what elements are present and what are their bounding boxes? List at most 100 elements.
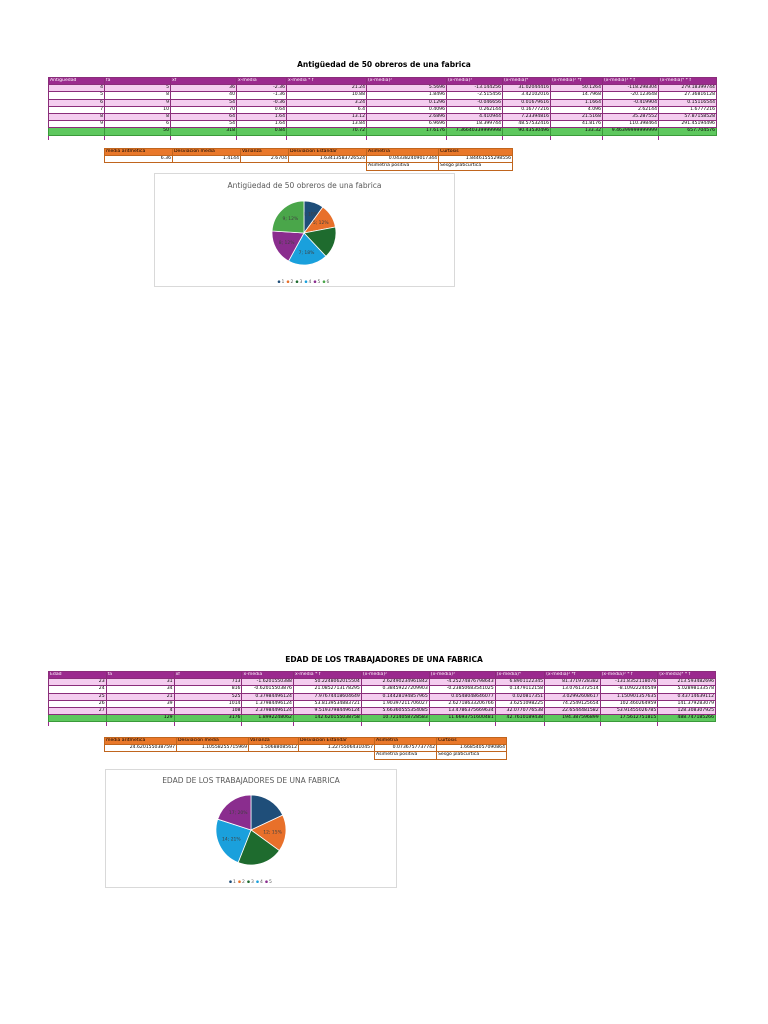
stat-value: 0.043382409017344 — [366, 155, 439, 164]
chart-title-2: EDAD DE LOS TRABAJADORES DE UNA FABRICA — [162, 776, 340, 785]
column-header: Edad — [48, 670, 107, 680]
table-cell: 0.4096 — [366, 105, 447, 115]
table-cell: 18.399744 — [446, 120, 503, 129]
legend-item: 3 — [295, 279, 303, 285]
table-cell: 102.460264959 — [599, 699, 659, 709]
table-row: 27 4 108 2.37984496124 9.51937984496124 5.663… — [48, 707, 716, 716]
total-cell: 142.620155038758 — [292, 714, 362, 723]
table-cell: 10 — [104, 105, 171, 115]
table-cell: 6 — [48, 98, 105, 107]
table-cell: 1.64 — [236, 120, 287, 129]
legend-item: 2 — [286, 279, 294, 285]
table-cell: 27.36816128 — [658, 91, 717, 100]
pie-svg-2: 12; 15% 14; 21% 17; 20% 1 2 3 4 5 — [215, 794, 287, 885]
pie-chart-2: EDAD DE LOS TRABAJADORES DE UNA FABRICA … — [105, 769, 397, 888]
data-table-2: Edad fa xf x-media x-media * f (x-media)² (x-m… — [48, 670, 716, 727]
table-cell: 141.379283079 — [657, 699, 716, 709]
pie-data-label: 7; 18% — [299, 250, 316, 256]
table-cell: 2.62718633206766 — [428, 699, 496, 709]
pie-data-label: 17; 20% — [229, 810, 248, 816]
stat-label: Varianza — [240, 147, 289, 157]
stat-value: 0.0736757737742 — [374, 744, 437, 753]
column-header: x-media * f — [292, 670, 362, 680]
total-cell: 50 — [104, 127, 171, 136]
table-cell: 53.8139534883721 — [292, 699, 362, 709]
legend-label: 3 — [251, 879, 254, 885]
stat-note: Sesgo platicurtica — [438, 162, 513, 171]
table-cell: 26 — [48, 699, 107, 709]
table-cell: 0.14428194857965 — [360, 692, 430, 701]
table-row: 26 39 1014 1.37984496124 53.8139534883721 1.9… — [48, 699, 716, 709]
stat-label: Curtosis — [436, 736, 507, 746]
table-cell: 5 — [48, 91, 105, 100]
column-header: (x-media)² — [360, 670, 430, 680]
table-cell: 1.6777216 — [658, 105, 717, 115]
column-header: (x-media)³ — [446, 76, 503, 86]
table-cell: 53.91455026785 — [599, 707, 659, 716]
legend-item: 3 — [247, 879, 254, 885]
column-header: x-media — [241, 670, 294, 680]
column-header: (x-media)⁴ — [494, 670, 546, 680]
legend-marker — [322, 280, 326, 283]
legend-item: 2 — [238, 879, 245, 885]
column-header: (x-media)³ * f — [599, 670, 659, 680]
table-cell: 213.593482696 — [657, 678, 716, 687]
table-cell: 6.8901122345 — [494, 678, 546, 687]
pie-slice — [217, 794, 252, 831]
table-cell: 14.7968 — [550, 91, 603, 100]
table-cell: 57.87158528 — [658, 113, 717, 122]
table-cell: 279.18399744 — [658, 84, 717, 93]
table-cell: 8 — [104, 91, 171, 100]
table-cell: 0.020817351 — [494, 692, 546, 701]
legend-marker — [247, 880, 250, 883]
total-cell: 7.36640339999998 — [446, 127, 503, 136]
table-cell: 0.38459227209903 — [360, 685, 430, 694]
pie-slice — [288, 232, 327, 266]
total-cell: 129 — [105, 714, 175, 723]
table-row: 8 8 64 1.64 13.12 2.6896 4.410944 7.23394816 21.… — [48, 113, 717, 122]
table-cell: 5.02898133578 — [657, 685, 716, 694]
legend-label: 5 — [269, 879, 272, 885]
legend-marker — [277, 280, 281, 283]
total-cell: 488.747185266 — [657, 714, 716, 723]
table-cell: 40 — [170, 91, 237, 100]
table-cell: 1.150901357635 — [599, 692, 659, 701]
table-row: 4 5 36 -2.36 21.24 5.5696 -13.144256 31.0204441… — [48, 84, 717, 93]
table-cell: 5 — [104, 84, 171, 93]
table-cell: 1.37984496124 — [241, 699, 294, 709]
table-cell: 3.02992608617 — [544, 692, 601, 701]
legend-label: 3 — [300, 279, 303, 285]
total-cell: 17.5612751815 — [599, 714, 659, 723]
table-cell: 54 — [170, 120, 237, 129]
table-cell: -0.36 — [236, 98, 287, 107]
table-cell: 41.8176 — [550, 120, 603, 129]
table-row: 24 34 816 -0.62015503876 21.0852713178295 0.3… — [48, 685, 716, 694]
table-cell: 0.15116544 — [658, 98, 717, 107]
table-cell: 8 — [48, 113, 105, 122]
total-cell: 42.7610189438 — [494, 714, 546, 723]
column-header: (x-media)⁴ — [502, 76, 551, 86]
table-cell: 21.24 — [286, 84, 367, 93]
table-cell: 25 — [48, 692, 107, 701]
page-title-1: Antigüedad de 50 obreros de una fabrica — [297, 60, 471, 69]
table-cell: 36 — [170, 84, 237, 93]
table-cell: -0.23850683541025 — [428, 685, 496, 694]
table-cell: 70 — [170, 105, 237, 115]
table-cell: 9.51937984496124 — [292, 707, 362, 716]
table-cell: 713 — [173, 678, 243, 687]
column-header: Antigüedad — [48, 76, 105, 86]
stat-label: Asimetria — [374, 736, 437, 746]
table-cell: 5.66360555354085 — [360, 707, 430, 716]
stat-note: Sesgo platicurtica — [436, 751, 507, 760]
legend-item: 4 — [304, 279, 312, 285]
stat-value: 1.10558255715969 — [176, 744, 249, 753]
table-row: 23 31 713 -1.6201550388 50.2248062015504 2.62… — [48, 678, 716, 687]
stat-label: Desviacion Estandar — [298, 736, 375, 746]
stat-value: 24.6201550387597 — [104, 744, 177, 753]
table-cell: 8 — [104, 113, 171, 122]
table-cell: 74.2549125654 — [544, 699, 601, 709]
total-row: 129 3176 1.8992248062 142.620155038758 10.72… — [48, 714, 716, 723]
table-cell: 0.1296 — [366, 98, 447, 107]
table-cell: 128.308307925 — [657, 707, 716, 716]
table-cell: 4 — [105, 707, 175, 716]
